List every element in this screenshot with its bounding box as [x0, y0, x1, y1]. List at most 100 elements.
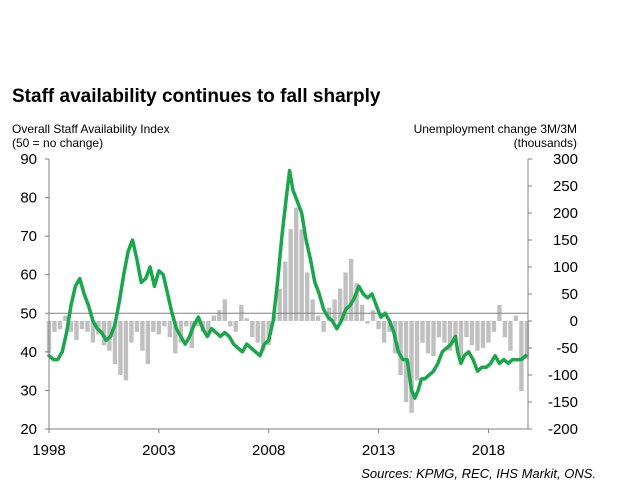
- staff-availability-line: [47, 168, 528, 400]
- unemployment-bar: [129, 321, 134, 343]
- unemployment-bar: [519, 321, 524, 392]
- unemployment-bar: [475, 321, 480, 351]
- unemployment-bar: [480, 321, 486, 348]
- unemployment-bar: [74, 321, 79, 340]
- unemployment-bar: [409, 321, 414, 413]
- unemployment-bar: [217, 310, 222, 321]
- unemployment-bar: [250, 321, 255, 338]
- unemployment-bar: [123, 321, 129, 381]
- unemployment-bar: [162, 321, 167, 327]
- right-tick-label: 200: [553, 205, 578, 222]
- unemployment-bar: [244, 318, 249, 321]
- unemployment-bar: [118, 321, 123, 375]
- unemployment-bar: [354, 283, 359, 321]
- unemployment-bar: [140, 321, 145, 351]
- unemployment-bar: [90, 321, 96, 343]
- unemployment-bar: [431, 321, 436, 357]
- right-tick-label: -150: [548, 394, 578, 411]
- unemployment-bar: [486, 321, 491, 343]
- unemployment-bar: [387, 321, 392, 332]
- left-tick-label: 70: [20, 228, 37, 245]
- x-tick-label: 1998: [32, 442, 65, 459]
- unemployment-bar: [134, 321, 140, 332]
- unemployment-bar: [79, 321, 85, 330]
- left-tick-label: 40: [20, 344, 37, 361]
- unemployment-bar: [524, 321, 530, 359]
- unemployment-bar: [283, 261, 288, 321]
- unemployment-bar: [261, 321, 266, 351]
- unemployment-bar: [458, 321, 464, 357]
- unemployment-bar: [255, 321, 260, 343]
- left-tick-label: 90: [20, 151, 37, 168]
- unemployment-bar: [52, 321, 57, 332]
- unemployment-bar: [195, 321, 200, 327]
- left-axis-title-line1: Overall Staff Availability Index: [12, 122, 170, 136]
- unemployment-bar: [502, 321, 508, 338]
- unemployment-bar: [436, 321, 442, 338]
- unemployment-bar: [326, 307, 332, 321]
- right-tick-label: 150: [553, 232, 578, 249]
- unemployment-bar: [348, 258, 354, 321]
- unemployment-bar: [376, 321, 381, 330]
- unemployment-bar: [178, 321, 184, 343]
- unemployment-bar: [469, 321, 475, 346]
- unemployment-bar: [337, 288, 343, 321]
- unemployment-bar: [156, 321, 162, 335]
- unemployment-bar: [453, 321, 458, 343]
- unemployment-bar: [420, 321, 425, 343]
- unemployment-bar: [211, 315, 216, 321]
- unemployment-bar: [343, 272, 348, 321]
- x-tick-label: 2003: [142, 442, 175, 459]
- unemployment-bar: [63, 315, 68, 321]
- left-tick-label: 80: [20, 190, 37, 207]
- right-axis-title-line1: Unemployment change 3M/3M: [414, 122, 577, 136]
- unemployment-bar: [332, 299, 337, 321]
- unemployment-bar: [173, 321, 178, 354]
- right-tick-label: -200: [548, 421, 578, 438]
- left-tick-label: 30: [20, 382, 37, 399]
- right-tick-label: 100: [553, 259, 578, 276]
- unemployment-bar: [228, 321, 233, 327]
- right-tick-label: 50: [561, 286, 578, 303]
- x-axis-ticks: 1998 2003 2008 2013 2018: [32, 429, 505, 459]
- right-tick-label: -100: [548, 367, 578, 384]
- unemployment-bar: [398, 321, 403, 375]
- unemployment-bar: [206, 321, 211, 338]
- left-tick-label: 60: [20, 267, 37, 284]
- unemployment-bar: [315, 315, 321, 321]
- x-tick-label: 2018: [472, 442, 505, 459]
- unemployment-bar: [508, 321, 513, 351]
- unemployment-bar: [464, 321, 469, 338]
- right-tick-label: 300: [553, 151, 578, 168]
- unemployment-bar: [293, 207, 299, 321]
- left-axis-title-line2: (50 = no change): [12, 136, 103, 150]
- unemployment-bar: [233, 321, 238, 332]
- right-tick-label: 0: [570, 313, 578, 330]
- left-axis-ticks: 20 30 40 50 60 70 80 90: [20, 151, 49, 438]
- unemployment-bar: [277, 288, 282, 321]
- unemployment-bar: [370, 310, 376, 321]
- unemployment-bar: [184, 321, 189, 327]
- unemployment-bar: [321, 321, 326, 332]
- unemployment-bar: [491, 321, 497, 332]
- unemployment-bar: [167, 321, 173, 338]
- unemployment-bar: [288, 229, 293, 321]
- x-tick-label: 2013: [362, 442, 395, 459]
- right-tick-label: 250: [553, 178, 578, 195]
- unemployment-bar: [513, 315, 519, 321]
- unemployment-bar: [112, 321, 118, 365]
- x-tick-label: 2008: [252, 442, 285, 459]
- chart-title: Staff availability continues to fall sha…: [12, 86, 381, 107]
- unemployment-bar: [442, 321, 447, 343]
- left-tick-label: 50: [20, 305, 37, 322]
- unemployment-bar: [57, 321, 63, 330]
- unemployment-bar: [85, 321, 90, 332]
- unemployment-bar: [381, 321, 387, 343]
- right-axis-ticks: -200 -150 -100 -50 0 50 100 150 200 250 300: [528, 151, 578, 438]
- source-note: Sources: KPMG, REC, IHS Markit, ONS.: [361, 466, 596, 481]
- unemployment-bar: [425, 321, 431, 354]
- unemployment-bar: [304, 272, 310, 321]
- unemployment-bar: [68, 321, 74, 332]
- right-tick-label: -50: [556, 340, 578, 357]
